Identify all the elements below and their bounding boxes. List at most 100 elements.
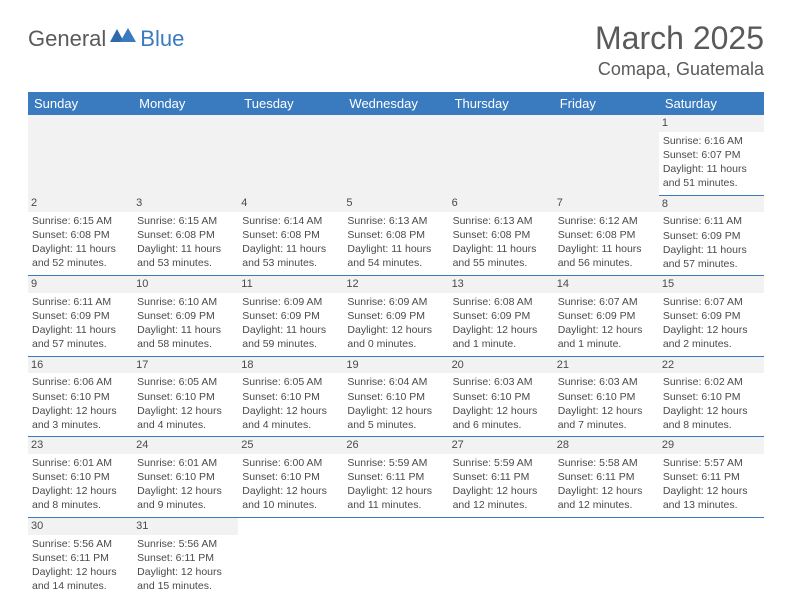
calendar-cell <box>28 115 133 195</box>
daylight-text: Daylight: 12 hours and 7 minutes. <box>558 404 655 432</box>
calendar-cell: 23Sunrise: 6:01 AMSunset: 6:10 PMDayligh… <box>28 437 133 518</box>
calendar-cell: 26Sunrise: 5:59 AMSunset: 6:11 PMDayligh… <box>343 437 448 518</box>
sunset-text: Sunset: 6:08 PM <box>242 228 339 242</box>
daylight-text: Daylight: 11 hours and 51 minutes. <box>663 162 760 190</box>
calendar-cell: 4Sunrise: 6:14 AMSunset: 6:08 PMDaylight… <box>238 195 343 276</box>
weekday-saturday: Saturday <box>659 92 764 115</box>
day-number: 21 <box>554 357 659 374</box>
calendar-cell <box>659 517 764 597</box>
calendar-cell <box>554 517 659 597</box>
daylight-text: Daylight: 12 hours and 14 minutes. <box>32 565 129 593</box>
sunrise-text: Sunrise: 5:56 AM <box>137 537 234 551</box>
day-number: 9 <box>28 276 133 293</box>
calendar-table: Sunday Monday Tuesday Wednesday Thursday… <box>28 92 764 597</box>
day-number: 2 <box>28 195 133 212</box>
day-number: 29 <box>659 437 764 454</box>
sunrise-text: Sunrise: 6:10 AM <box>137 295 234 309</box>
sunset-text: Sunset: 6:11 PM <box>558 470 655 484</box>
daylight-text: Daylight: 12 hours and 11 minutes. <box>347 484 444 512</box>
calendar-cell: 22Sunrise: 6:02 AMSunset: 6:10 PMDayligh… <box>659 356 764 437</box>
calendar-cell: 21Sunrise: 6:03 AMSunset: 6:10 PMDayligh… <box>554 356 659 437</box>
sunset-text: Sunset: 6:09 PM <box>558 309 655 323</box>
calendar-cell <box>238 517 343 597</box>
daylight-text: Daylight: 11 hours and 54 minutes. <box>347 242 444 270</box>
sunset-text: Sunset: 6:10 PM <box>453 390 550 404</box>
calendar-cell: 12Sunrise: 6:09 AMSunset: 6:09 PMDayligh… <box>343 276 448 357</box>
sunset-text: Sunset: 6:10 PM <box>137 470 234 484</box>
sunrise-text: Sunrise: 6:08 AM <box>453 295 550 309</box>
daylight-text: Daylight: 12 hours and 4 minutes. <box>242 404 339 432</box>
calendar-row: 16Sunrise: 6:06 AMSunset: 6:10 PMDayligh… <box>28 356 764 437</box>
sunrise-text: Sunrise: 6:11 AM <box>663 214 760 228</box>
daylight-text: Daylight: 11 hours and 57 minutes. <box>663 243 760 271</box>
daylight-text: Daylight: 12 hours and 2 minutes. <box>663 323 760 351</box>
sunset-text: Sunset: 6:09 PM <box>347 309 444 323</box>
sunrise-text: Sunrise: 6:06 AM <box>32 375 129 389</box>
calendar-cell <box>449 517 554 597</box>
day-number: 20 <box>449 357 554 374</box>
sunrise-text: Sunrise: 6:09 AM <box>347 295 444 309</box>
day-number: 12 <box>343 276 448 293</box>
sunrise-text: Sunrise: 6:01 AM <box>32 456 129 470</box>
sunset-text: Sunset: 6:10 PM <box>137 390 234 404</box>
day-number: 31 <box>133 518 238 535</box>
daylight-text: Daylight: 12 hours and 5 minutes. <box>347 404 444 432</box>
day-number: 16 <box>28 357 133 374</box>
sunset-text: Sunset: 6:07 PM <box>663 148 760 162</box>
sunset-text: Sunset: 6:10 PM <box>242 390 339 404</box>
daylight-text: Daylight: 12 hours and 12 minutes. <box>453 484 550 512</box>
calendar-cell: 24Sunrise: 6:01 AMSunset: 6:10 PMDayligh… <box>133 437 238 518</box>
day-number: 8 <box>659 196 764 213</box>
sunset-text: Sunset: 6:09 PM <box>242 309 339 323</box>
sunrise-text: Sunrise: 6:03 AM <box>558 375 655 389</box>
calendar-cell: 25Sunrise: 6:00 AMSunset: 6:10 PMDayligh… <box>238 437 343 518</box>
calendar-cell <box>133 115 238 195</box>
day-number: 30 <box>28 518 133 535</box>
calendar-cell: 16Sunrise: 6:06 AMSunset: 6:10 PMDayligh… <box>28 356 133 437</box>
day-number: 5 <box>343 195 448 212</box>
day-number: 13 <box>449 276 554 293</box>
weekday-tuesday: Tuesday <box>238 92 343 115</box>
weekday-thursday: Thursday <box>449 92 554 115</box>
location: Comapa, Guatemala <box>595 59 764 80</box>
sunset-text: Sunset: 6:08 PM <box>32 228 129 242</box>
sunset-text: Sunset: 6:09 PM <box>453 309 550 323</box>
sunset-text: Sunset: 6:11 PM <box>137 551 234 565</box>
calendar-cell <box>554 115 659 195</box>
logo: General Blue <box>28 26 184 52</box>
daylight-text: Daylight: 11 hours and 56 minutes. <box>558 242 655 270</box>
sunrise-text: Sunrise: 6:15 AM <box>137 214 234 228</box>
calendar-cell: 31Sunrise: 5:56 AMSunset: 6:11 PMDayligh… <box>133 517 238 597</box>
sunset-text: Sunset: 6:10 PM <box>32 470 129 484</box>
calendar-row: 9Sunrise: 6:11 AMSunset: 6:09 PMDaylight… <box>28 276 764 357</box>
sunset-text: Sunset: 6:10 PM <box>32 390 129 404</box>
calendar-cell: 27Sunrise: 5:59 AMSunset: 6:11 PMDayligh… <box>449 437 554 518</box>
sunrise-text: Sunrise: 6:00 AM <box>242 456 339 470</box>
sunrise-text: Sunrise: 6:04 AM <box>347 375 444 389</box>
day-number: 10 <box>133 276 238 293</box>
day-number: 15 <box>659 276 764 293</box>
day-number: 14 <box>554 276 659 293</box>
sunset-text: Sunset: 6:09 PM <box>663 229 760 243</box>
sunset-text: Sunset: 6:11 PM <box>663 470 760 484</box>
sunrise-text: Sunrise: 6:03 AM <box>453 375 550 389</box>
calendar-cell: 5Sunrise: 6:13 AMSunset: 6:08 PMDaylight… <box>343 195 448 276</box>
day-number: 27 <box>449 437 554 454</box>
calendar-row: 2Sunrise: 6:15 AMSunset: 6:08 PMDaylight… <box>28 195 764 276</box>
sunrise-text: Sunrise: 5:56 AM <box>32 537 129 551</box>
calendar-cell: 29Sunrise: 5:57 AMSunset: 6:11 PMDayligh… <box>659 437 764 518</box>
day-number: 24 <box>133 437 238 454</box>
sunrise-text: Sunrise: 6:02 AM <box>663 375 760 389</box>
calendar-cell: 8Sunrise: 6:11 AMSunset: 6:09 PMDaylight… <box>659 195 764 276</box>
sunrise-text: Sunrise: 5:58 AM <box>558 456 655 470</box>
daylight-text: Daylight: 12 hours and 1 minute. <box>453 323 550 351</box>
weekday-monday: Monday <box>133 92 238 115</box>
sunrise-text: Sunrise: 6:15 AM <box>32 214 129 228</box>
weekday-friday: Friday <box>554 92 659 115</box>
title-block: March 2025 Comapa, Guatemala <box>595 20 764 80</box>
sunrise-text: Sunrise: 5:59 AM <box>453 456 550 470</box>
logo-flag-icon <box>110 28 136 51</box>
day-number: 23 <box>28 437 133 454</box>
day-number: 1 <box>659 115 764 132</box>
daylight-text: Daylight: 11 hours and 57 minutes. <box>32 323 129 351</box>
